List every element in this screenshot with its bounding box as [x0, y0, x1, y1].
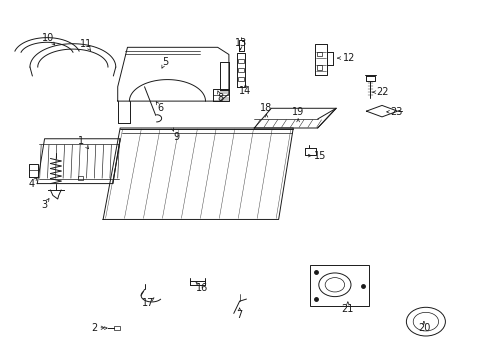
Text: 1: 1: [78, 136, 84, 145]
Text: 13: 13: [234, 38, 246, 48]
Text: 18: 18: [260, 103, 272, 113]
Text: 5: 5: [162, 57, 168, 67]
Text: 20: 20: [417, 323, 429, 333]
Text: 6: 6: [157, 103, 163, 113]
Text: 10: 10: [42, 33, 55, 43]
Text: 11: 11: [80, 40, 92, 49]
Text: 14: 14: [239, 86, 251, 96]
Text: 22: 22: [375, 87, 387, 97]
Text: 12: 12: [343, 53, 355, 63]
Text: 17: 17: [142, 298, 154, 308]
Text: 9: 9: [173, 132, 179, 142]
Text: 7: 7: [236, 310, 242, 320]
Text: 3: 3: [41, 200, 47, 210]
Bar: [310, 265, 368, 306]
Text: 15: 15: [313, 150, 325, 161]
Text: 23: 23: [389, 107, 402, 117]
Text: 21: 21: [341, 304, 353, 314]
Text: 4: 4: [28, 179, 35, 189]
Text: 8: 8: [217, 93, 223, 103]
Text: 16: 16: [195, 283, 207, 293]
Text: 19: 19: [291, 107, 304, 117]
Text: 2: 2: [91, 323, 98, 333]
